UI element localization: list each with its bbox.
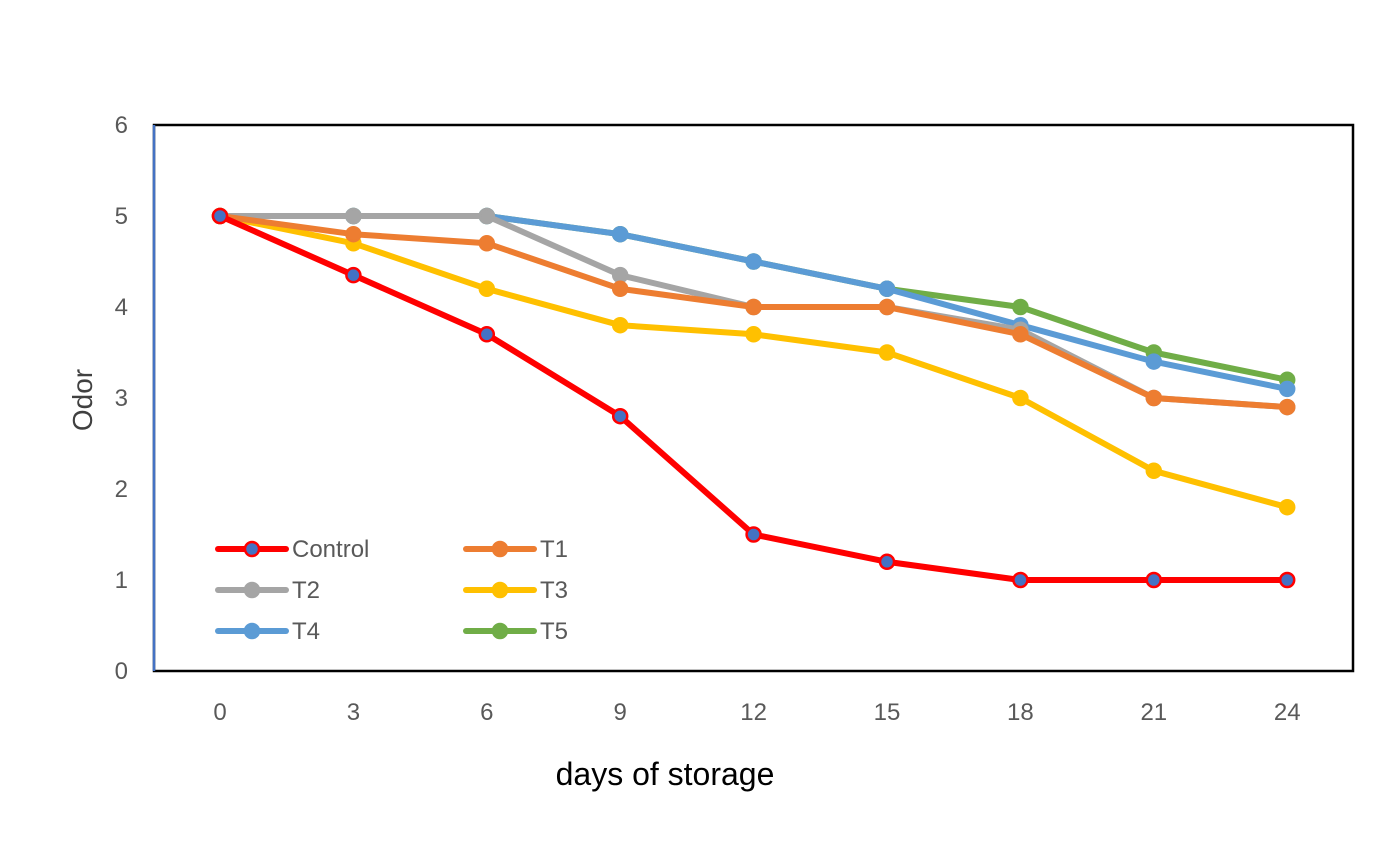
- legend-marker: [491, 622, 509, 640]
- legend-label: T3: [540, 577, 568, 604]
- x-tick-label: 15: [874, 699, 901, 726]
- x-tick-label: 24: [1274, 699, 1301, 726]
- legend-marker: [243, 581, 261, 599]
- data-point-t5: [1012, 298, 1029, 316]
- legend-marker: [491, 581, 509, 599]
- data-point-control: [211, 207, 229, 225]
- x-tick-label: 12: [740, 699, 767, 726]
- legend-label: Control: [292, 536, 369, 563]
- data-point-t1: [878, 298, 896, 316]
- y-tick-label: 0: [115, 658, 128, 685]
- y-tick-label: 1: [115, 567, 128, 594]
- data-point-control: [1012, 571, 1029, 589]
- data-point-t4: [1145, 353, 1163, 370]
- y-tick-label: 4: [115, 294, 128, 321]
- legend-label: T2: [292, 577, 320, 604]
- data-point-t2: [611, 266, 629, 284]
- x-tick-label: 3: [347, 699, 360, 726]
- data-point-t1: [745, 298, 762, 316]
- data-point-control: [878, 553, 896, 571]
- series-layer: [211, 207, 1296, 589]
- legend-label: T5: [540, 618, 568, 645]
- legend-label: T1: [540, 536, 568, 563]
- series-control: [211, 207, 1296, 589]
- x-axis-title: days of storage: [556, 756, 775, 792]
- x-tick-label: 9: [614, 699, 627, 726]
- data-point-t2: [345, 207, 362, 225]
- legend: Control T1 T2 T3 T4 T5: [215, 536, 568, 645]
- x-axis-ticks: 0 3 6 9 12 15 18 21 24: [213, 699, 1300, 726]
- legend-item-control: Control: [215, 536, 369, 563]
- data-point-control: [1145, 571, 1163, 589]
- legend-label: T4: [292, 618, 320, 645]
- data-point-t1: [1145, 389, 1163, 407]
- x-tick-label: 18: [1007, 699, 1034, 726]
- legend-item-t1: T1: [463, 536, 568, 563]
- legend-item-t3: T3: [463, 577, 568, 604]
- x-tick-label: 21: [1140, 699, 1167, 726]
- data-point-t2: [478, 207, 496, 225]
- data-point-t3: [745, 326, 762, 343]
- data-point-t1: [1012, 326, 1029, 343]
- data-point-t3: [1012, 389, 1029, 407]
- data-point-control: [745, 526, 762, 543]
- data-point-t3: [611, 316, 629, 334]
- legend-marker: [243, 622, 261, 640]
- data-point-control: [1278, 571, 1296, 589]
- y-tick-label: 6: [115, 112, 128, 139]
- data-point-t3: [1145, 462, 1163, 480]
- x-tick-label: 6: [480, 699, 493, 726]
- data-point-t1: [345, 225, 362, 243]
- data-point-t4: [745, 253, 762, 270]
- data-point-t3: [878, 344, 896, 361]
- y-axis-ticks: 0 1 2 3 4 5 6: [115, 112, 128, 685]
- y-tick-label: 3: [115, 385, 128, 412]
- data-point-t4: [611, 225, 629, 243]
- data-point-t1: [611, 280, 629, 298]
- data-point-t1: [1278, 398, 1296, 416]
- data-point-t4: [1278, 380, 1296, 398]
- data-point-control: [478, 326, 496, 343]
- data-point-t1: [478, 235, 496, 252]
- x-tick-label: 0: [213, 699, 226, 726]
- legend-marker: [491, 540, 509, 558]
- series-t3: [211, 207, 1296, 516]
- legend-marker: [243, 540, 261, 558]
- data-point-t4: [878, 280, 896, 298]
- data-point-control: [611, 407, 629, 425]
- data-point-t3: [478, 280, 496, 298]
- data-point-control: [345, 266, 362, 284]
- legend-item-t4: T4: [215, 618, 320, 645]
- y-tick-label: 5: [115, 203, 128, 230]
- legend-item-t2: T2: [215, 577, 320, 604]
- y-tick-label: 2: [115, 476, 128, 503]
- y-axis-title: Odor: [67, 369, 98, 431]
- legend-item-t5: T5: [463, 618, 568, 645]
- data-point-t3: [1278, 498, 1296, 516]
